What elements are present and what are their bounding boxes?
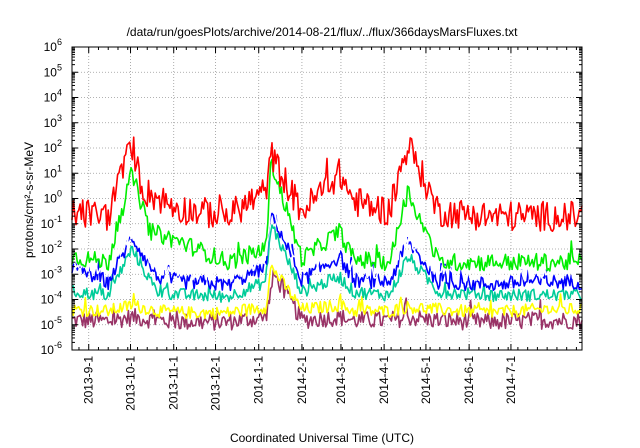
y-tick-label: 102 (44, 138, 62, 155)
series-lines (71, 136, 583, 331)
x-tick-label: 2014-1-1 (252, 356, 266, 404)
x-tick-label: 2014-4-1 (377, 356, 391, 404)
y-tick-label: 10-5 (41, 315, 62, 332)
y-tick-label: 103 (44, 113, 62, 130)
y-tick-label: 10-3 (41, 264, 62, 281)
y-tick-label: 104 (44, 88, 62, 105)
grid (72, 47, 582, 350)
series-line-6 (71, 136, 583, 232)
y-axis-label: protons/cm²-s-sr-MeV (22, 142, 36, 258)
x-tick-label: 2013-10-1 (124, 356, 138, 411)
series-line-0 (71, 268, 583, 331)
y-tick-label: 10-1 (41, 214, 62, 231)
axis-ticks: 10-6 10-5 10-4 10-3 10-2 10-1 100 101 102 103 104 1… (41, 37, 582, 411)
y-tick-label: 10-4 (41, 290, 62, 307)
series-line-5 (71, 158, 583, 272)
series-line-2 (71, 224, 583, 303)
y-tick-label: 100 (44, 189, 62, 206)
x-tick-label: 2014-2-1 (295, 356, 309, 404)
series-line-1 (71, 264, 583, 320)
x-tick-label: 2013-12-1 (209, 356, 223, 411)
x-tick-label: 2014-5-1 (419, 356, 433, 404)
series-line-4 (71, 204, 583, 282)
chart-title: /data/run/goesPlots/archive/2014-08-21/f… (127, 25, 519, 39)
x-axis-label: Coordinated Universal Time (UTC) (230, 431, 414, 445)
y-tick-label: 10-6 (41, 340, 62, 357)
y-tick-label: 106 (44, 37, 62, 54)
x-tick-label: 2014-3-1 (334, 356, 348, 404)
y-tick-label: 101 (44, 163, 62, 180)
x-tick-label: 2013-11-1 (167, 356, 181, 410)
x-tick-label: 2013-9-1 (82, 356, 96, 404)
x-tick-label: 2014-7-1 (504, 356, 518, 404)
y-tick-label: 105 (44, 62, 62, 79)
x-tick-label: 2014-6-1 (462, 356, 476, 404)
y-tick-label: 10-2 (41, 239, 62, 256)
